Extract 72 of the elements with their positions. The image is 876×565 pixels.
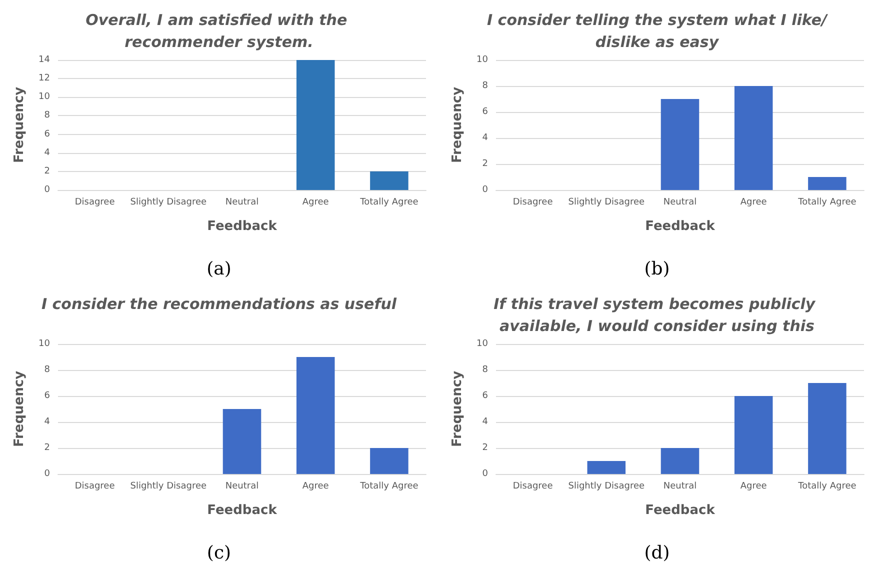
x-tick-label: Neutral	[663, 198, 697, 208]
x-tick-label: Agree	[740, 198, 768, 208]
y-tick-label: 6	[482, 107, 488, 117]
y-tick-label: 0	[44, 469, 50, 479]
x-axis-title: Feedback	[645, 503, 716, 518]
y-tick-label: 4	[482, 417, 488, 427]
y-tick-label: 2	[482, 443, 488, 453]
bar	[660, 99, 700, 190]
y-tick-label: 10	[476, 55, 488, 65]
y-tick-label: 2	[44, 443, 50, 453]
x-tick-label: Disagree	[512, 198, 554, 208]
x-axis-title: Feedback	[207, 503, 278, 518]
bar	[808, 383, 846, 474]
x-tick-label: Slightly Disagree	[568, 482, 645, 492]
text: (a)	[206, 258, 232, 280]
y-tick-label: 14	[38, 55, 50, 65]
y-tick-label: 10	[38, 339, 50, 349]
x-tick-label: Agree	[302, 482, 330, 492]
x-tick-label: Totally Agree	[359, 198, 419, 208]
x-tick-label: Slightly Disagree	[130, 198, 207, 208]
text: (c)	[206, 542, 232, 564]
y-tick-label: 0	[482, 469, 488, 479]
y-tick-label: 2	[482, 159, 488, 169]
bar	[296, 357, 335, 474]
y-tick-label: 8	[482, 365, 488, 375]
y-tick-label: 10	[476, 339, 488, 349]
x-tick-label: Totally Agree	[359, 482, 419, 492]
y-axis-title: Frequency	[12, 86, 27, 164]
x-axis-title: Feedback	[645, 219, 716, 234]
x-tick-label: Slightly Disagree	[130, 482, 207, 492]
y-tick-label: 6	[44, 391, 50, 401]
x-tick-label: Totally Agree	[797, 198, 857, 208]
bar	[808, 177, 846, 190]
chart-title: I consider the recommendations as useful	[41, 295, 398, 313]
bar	[370, 448, 408, 474]
x-tick-label: Totally Agree	[797, 482, 857, 492]
bar	[660, 448, 700, 474]
x-tick-label: Neutral	[663, 482, 697, 492]
y-tick-label: 4	[44, 417, 50, 427]
x-tick-label: Disagree	[512, 482, 554, 492]
x-tick-label: Agree	[302, 198, 330, 208]
text: (b)	[644, 258, 670, 280]
chart-title: Overall, I am satisfied with the recommender system.	[86, 11, 352, 51]
x-tick-label: Slightly Disagree	[568, 198, 645, 208]
y-axis-title: Frequency	[450, 86, 465, 164]
y-tick-label: 0	[482, 185, 488, 195]
bar	[222, 409, 262, 474]
y-tick-label: 8	[44, 110, 50, 121]
y-tick-label: 4	[44, 148, 50, 158]
y-tick-label: 12	[38, 74, 50, 84]
bar	[734, 86, 773, 190]
y-tick-label: 8	[44, 365, 50, 375]
y-tick-label: 8	[482, 81, 488, 91]
x-tick-label: Neutral	[225, 482, 259, 492]
bar	[587, 461, 626, 474]
y-tick-label: 10	[38, 92, 50, 102]
chart-title: I consider telling the system what I like/dislike as easy	[487, 11, 829, 51]
text: (d)	[644, 542, 670, 564]
x-tick-label: Disagree	[74, 198, 116, 208]
y-tick-label: 0	[44, 185, 50, 195]
y-axis-title: Frequency	[12, 370, 27, 448]
bar	[734, 396, 773, 474]
y-tick-label: 6	[44, 129, 50, 140]
x-tick-label: Agree	[740, 482, 768, 492]
x-axis-title: Feedback	[207, 219, 278, 234]
y-tick-label: 4	[482, 133, 488, 143]
chart-title: If this travel system becomes publicly available, I would consider using this	[494, 295, 820, 335]
y-axis-title: Frequency	[450, 370, 465, 448]
y-tick-label: 2	[44, 166, 50, 176]
y-tick-label: 6	[482, 391, 488, 401]
x-tick-label: Disagree	[74, 482, 116, 492]
x-tick-label: Neutral	[225, 198, 259, 208]
